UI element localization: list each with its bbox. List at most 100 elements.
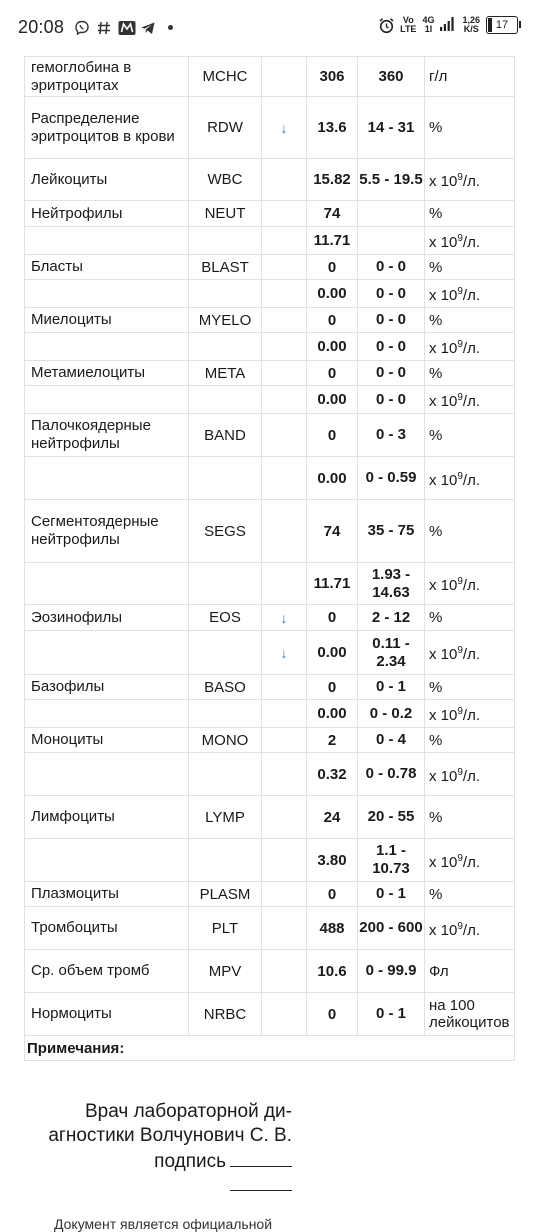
test-name: Эозинофилы [24,604,189,631]
test-unit: x 109/л. [424,752,515,796]
test-code: MYELO [188,307,262,333]
reference-range: 0 - 0 [357,385,425,414]
test-value: 11.71 [306,562,358,605]
flag-arrow-icon [261,992,307,1036]
test-code [188,838,262,882]
flag-arrow-icon [261,499,307,563]
test-unit: г/л [424,56,515,97]
flag-arrow-icon [261,332,307,361]
reference-range: 360 [357,56,425,97]
test-code: PLASM [188,881,262,907]
network-type-indicator: 4G 1l [422,16,434,34]
test-unit: x 109/л. [424,699,515,728]
test-name: Распределение эритроцитов в крови [24,96,189,159]
test-name [24,332,189,361]
test-unit: % [424,254,515,280]
test-code [188,630,262,675]
flag-arrow-icon [261,385,307,414]
test-name: гемоглобина в эритроцитах [24,56,189,97]
signature-blank [230,1148,292,1167]
test-value: 0.00 [306,385,358,414]
test-unit: % [424,307,515,333]
table-row: Метамиелоциты META 0 0 - 0% [24,360,515,386]
test-unit: x 109/л. [424,630,515,675]
flag-arrow-icon [261,56,307,97]
flag-arrow-icon [261,838,307,882]
signature-line-1: Врач лабораторной ди- [85,1101,292,1122]
table-row: 3.80 1.1 - 10.73 x 109/л. [24,838,515,882]
test-value: 0 [306,360,358,386]
flag-arrow-icon [261,254,307,280]
table-row: Нейтрофилы NEUT 74% [24,200,515,227]
test-value: 306 [306,56,358,97]
test-name: Лейкоциты [24,158,189,201]
flag-arrow-icon [261,158,307,201]
flag-arrow-icon [261,674,307,700]
test-unit: % [424,96,515,159]
app-m-icon [118,20,136,36]
flag-arrow-icon [261,795,307,839]
signature-label: подпись [154,1151,226,1172]
test-unit: x 109/л. [424,838,515,882]
test-value: 3.80 [306,838,358,882]
test-code: MPV [188,949,262,993]
doctor-signature-block: Врач лабораторной ди- агностики Волчунов… [12,1100,292,1174]
test-code [188,456,262,500]
notification-dot-icon [168,25,174,30]
reference-range: 14 - 31 [357,96,425,159]
test-name [24,752,189,796]
network-speed: 1,26 K/S [462,16,480,34]
reference-range: 0 - 0 [357,360,425,386]
test-unit: x 109/л. [424,279,515,308]
data-arrows-label: 1l [424,24,433,34]
test-name: Базофилы [24,674,189,700]
volte-indicator: Vo LTE [400,16,416,34]
volte-top-label: Vo [402,15,414,25]
table-row: Палочкоядерные нейтрофилы BAND 0 0 - 3% [24,413,515,457]
reference-range: 1.93 - 14.63 [357,562,425,605]
test-code [188,226,262,255]
test-unit: x 109/л. [424,906,515,950]
test-name [24,456,189,500]
test-value: 0 [306,881,358,907]
test-unit: % [424,604,515,631]
test-code [188,562,262,605]
reference-range: 0 - 1 [357,674,425,700]
test-value: 74 [306,499,358,563]
test-value: 0.00 [306,332,358,361]
clock: 20:08 [18,17,65,37]
test-value: 0.00 [306,456,358,500]
reference-range [357,226,425,255]
test-value: 74 [306,200,358,227]
test-value: 13.6 [306,96,358,159]
table-row: 11.71 1.93 - 14.63 x 109/л. [24,562,515,605]
reference-range: 5.5 - 19.5 [357,158,425,201]
test-name: Ср. объем тромб [24,949,189,993]
flag-arrow-icon [261,307,307,333]
flag-arrow-icon: ↓ [261,630,307,675]
test-unit: % [424,881,515,907]
status-left: 20:08 [18,17,174,38]
signal-icon [440,17,456,33]
flag-arrow-icon [261,456,307,500]
test-code: WBC [188,158,262,201]
flag-arrow-icon: ↓ [261,96,307,159]
table-row: Эозинофилы EOS ↓ 0 2 - 12% [24,604,515,631]
reference-range: 0.11 - 2.34 [357,630,425,675]
test-name: Сегментоядерные нейтрофилы [24,499,189,563]
flag-arrow-icon [261,279,307,308]
table-row: гемоглобина в эритроцитах MCHC 306 360 г/л [24,56,515,97]
status-right: Vo LTE 4G 1l 1,26 K/S 17 [378,16,521,34]
reference-range: 0 - 0 [357,279,425,308]
flag-arrow-icon [261,906,307,950]
notes-row: Примечания: [24,1035,515,1061]
test-code: BASO [188,674,262,700]
test-code [188,279,262,308]
table-row: 11.71 x 109/л. [24,226,515,255]
test-code: NEUT [188,200,262,227]
test-name: Тромбоциты [24,906,189,950]
reference-range: 0 - 0 [357,254,425,280]
